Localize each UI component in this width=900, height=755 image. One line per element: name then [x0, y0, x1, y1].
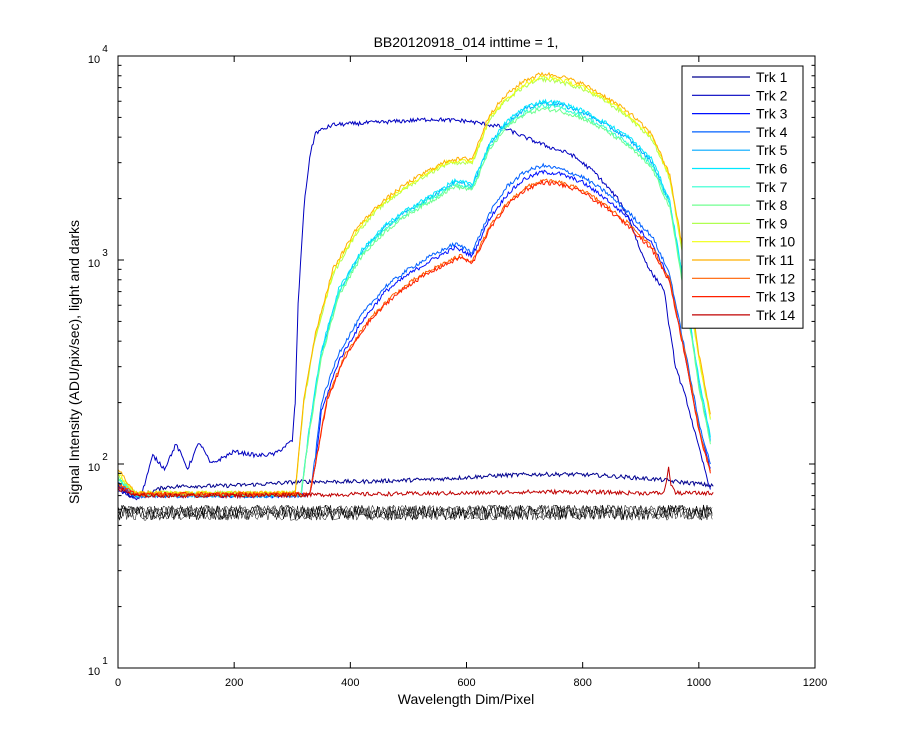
x-tick-label: 1200 [803, 677, 827, 689]
x-tick-label: 1000 [687, 677, 711, 689]
legend-entry-label: Trk 5 [756, 142, 788, 158]
legend-entry-label: Trk 14 [756, 307, 795, 323]
y-tick-exponent: 3 [102, 248, 108, 259]
legend-entry-label: Trk 9 [756, 215, 788, 231]
y-tick-label: 10 [88, 258, 100, 270]
series-line-trk-2 [117, 117, 711, 501]
series-line-trk-13 [117, 179, 711, 499]
y-tick-exponent: 2 [102, 452, 108, 463]
legend-entry-label: Trk 11 [756, 252, 794, 268]
x-tick-label: 800 [573, 677, 591, 689]
legend-entry-label: Trk 2 [756, 87, 788, 103]
legend-entry-label: Trk 6 [756, 161, 788, 177]
y-tick-label: 10 [88, 666, 100, 678]
legend-entry-label: Trk 4 [756, 124, 788, 140]
legend-box [681, 65, 804, 329]
dark-frames-noise-band [117, 504, 713, 522]
dark-noise-line [117, 504, 713, 522]
x-tick-label: 400 [341, 677, 359, 689]
dark-noise-line [117, 504, 713, 521]
legend-entry-label: Trk 7 [756, 179, 788, 195]
legend-entry-label: Trk 13 [756, 289, 795, 305]
legend-entry-label: Trk 10 [756, 234, 795, 250]
legend-entry-label: Trk 12 [756, 270, 795, 286]
x-tick-label: 200 [225, 677, 243, 689]
y-tick-label: 10 [88, 462, 100, 474]
dark-noise-line [117, 504, 713, 521]
y-tick-exponent: 4 [102, 44, 108, 55]
legend-entry-label: Trk 8 [756, 197, 788, 213]
series-layer [117, 71, 714, 501]
x-tick-label: 600 [457, 677, 475, 689]
y-tick-label: 10 [88, 54, 100, 66]
series-line-trk-14 [117, 466, 714, 500]
legend-entry-label: Trk 3 [756, 106, 788, 122]
legend: Trk 1 Trk 2 Trk 3 Trk 4 Trk 5 Trk 6 Trk 7 Trk 8… [681, 65, 804, 329]
y-tick-exponent: 1 [102, 656, 108, 667]
chart-title: BB20120918_014 inttime = 1, [374, 34, 559, 50]
x-axis-label: Wavelength Dim/Pixel [398, 691, 534, 707]
y-axis-label: Signal Intensity (ADU/pix/sec), light an… [66, 220, 82, 504]
x-tick-label: 0 [115, 677, 121, 689]
legend-entry-label: Trk 1 [756, 69, 788, 85]
series-line-trk-1 [117, 471, 714, 499]
